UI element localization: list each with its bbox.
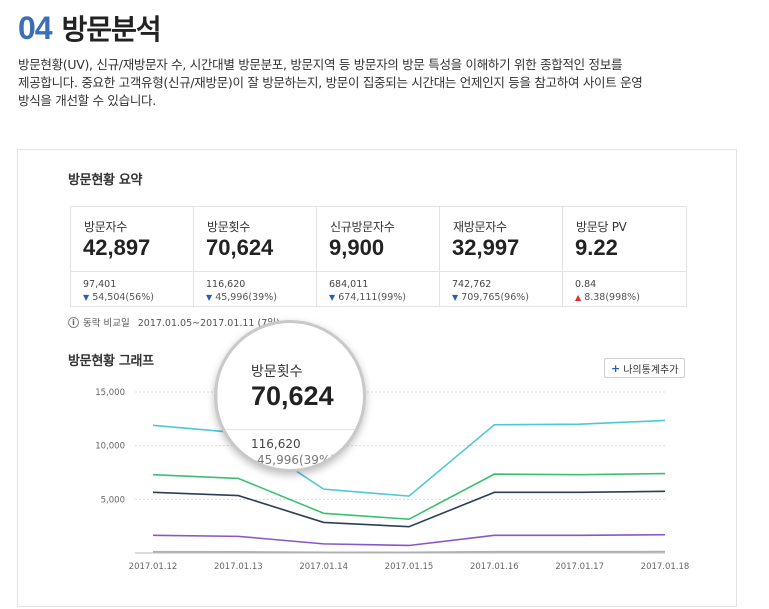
magnifier-change: 45,996(39%) [257, 453, 336, 467]
y-tick-label: 15,000 [95, 388, 125, 398]
summary-card-visits: 방문횟수 70,624 116,620 ▼ 45,996(39%) [194, 207, 317, 306]
visit-line-chart: 15,000 10,000 5,000 2017.01.12 2017.01.13 201… [95, 388, 690, 572]
card-label: 방문횟수 [207, 220, 250, 234]
card-value: 42,897 [83, 235, 151, 260]
arrow-down-icon: ▼ [452, 293, 459, 302]
info-icon: i [68, 316, 79, 328]
comparison-note: i 동락 비교일 2017.01.05~2017.01.11 (7일) [68, 315, 280, 329]
card-change: ▼ 45,996(39%) [206, 292, 277, 303]
card-value: 32,997 [452, 235, 520, 260]
card-prev-value: 97,401 [83, 279, 117, 290]
card-label: 신규방문자수 [330, 220, 395, 234]
card-divider [71, 271, 193, 272]
x-tick-label: 2017.01.14 [299, 562, 348, 572]
x-tick-label: 2017.01.16 [470, 562, 519, 572]
plus-icon: + [611, 361, 621, 375]
summary-title: 방문현황 요약 [68, 173, 143, 188]
card-label: 재방문자수 [453, 220, 507, 234]
card-divider [317, 271, 439, 272]
description-line: 방문현황(UV), 신규/재방문자 수, 시간대별 방문분포, 방문지역 등 방… [18, 57, 623, 72]
series-line-4 [152, 533, 666, 547]
card-change: ▼ 54,504(56%) [83, 292, 154, 303]
arrow-down-icon: ▼ [329, 293, 336, 302]
summary-table: 방문자수 42,897 97,401 ▼ 54,504(56%) 방문횟수 70… [70, 206, 687, 307]
magnifier-zoom: 방문횟수 70,624 116,620 45,996(39%) [214, 320, 366, 472]
x-tick-label: 2017.01.13 [214, 562, 263, 572]
card-value: 9,900 [329, 235, 385, 260]
series-line-5 [152, 550, 666, 554]
description-line: 방식을 개선할 수 있습니다. [18, 93, 156, 108]
card-value: 9.22 [575, 235, 618, 260]
page-description: 방문현황(UV), 신규/재방문자 수, 시간대별 방문분포, 방문지역 등 방… [18, 56, 733, 110]
card-change: ▲ 8.38(998%) [575, 292, 640, 303]
arrow-up-icon: ▲ [575, 293, 582, 302]
x-tick-label: 2017.01.17 [555, 562, 604, 572]
summary-card-pv-per-visit: 방문당 PV 9.22 0.84 ▲ 8.38(998%) [563, 207, 686, 306]
card-prev-value: 742,762 [452, 279, 492, 290]
summary-card-new-visitors: 신규방문자수 9,900 684,011 ▼ 674,111(99%) [317, 207, 440, 306]
magnifier-value: 70,624 [251, 381, 334, 411]
page-title: 방문분석 [61, 13, 162, 46]
page-header: 04 방문분석 [18, 8, 162, 48]
card-prev-value: 684,011 [329, 279, 369, 290]
card-label: 방문자수 [84, 220, 127, 234]
graph-title: 방문현황 그래프 [68, 354, 154, 369]
card-prev-value: 116,620 [206, 279, 246, 290]
card-change: ▼ 674,111(99%) [329, 292, 407, 303]
add-my-stats-button[interactable]: + 나의통계추가 [604, 358, 686, 378]
x-tick-label: 2017.01.18 [641, 562, 690, 572]
description-line: 제공합니다. 중요한 고객유형(신규/재방문)이 잘 방문하는지, 방문이 집중… [18, 75, 643, 90]
section-number: 04 [18, 10, 53, 46]
magnifier-label: 방문횟수 [251, 364, 303, 380]
magnifier-prev-value: 116,620 [251, 437, 301, 451]
x-tick-label: 2017.01.12 [129, 562, 178, 572]
card-divider [194, 271, 316, 272]
x-tick-label: 2017.01.15 [385, 562, 434, 572]
card-divider [563, 271, 686, 272]
summary-card-return-visitors: 재방문자수 32,997 742,762 ▼ 709,765(96%) [440, 207, 563, 306]
magnifier-divider [217, 429, 363, 430]
series-line-2 [152, 472, 666, 521]
arrow-down-icon: ▼ [83, 293, 90, 302]
comparison-label: 동락 비교일 [83, 318, 130, 329]
card-value: 70,624 [206, 235, 274, 260]
visit-analysis-panel: 방문현황 요약 방문자수 42,897 97,401 ▼ 54,504(56%)… [17, 149, 737, 607]
magnifier-cell-border [217, 323, 218, 469]
comparison-range: 2017.01.05~2017.01.11 (7일) [137, 318, 280, 329]
series-line-3 [152, 490, 666, 528]
card-label: 방문당 PV [576, 220, 627, 234]
card-change: ▼ 709,765(96%) [452, 292, 530, 303]
summary-card-visitors: 방문자수 42,897 97,401 ▼ 54,504(56%) [71, 207, 194, 306]
card-prev-value: 0.84 [575, 279, 597, 290]
card-divider [440, 271, 562, 272]
arrow-down-icon: ▼ [206, 293, 213, 302]
y-tick-label: 5,000 [101, 495, 125, 505]
y-tick-label: 10,000 [95, 442, 125, 452]
add-my-stats-label: 나의통계추가 [623, 364, 679, 376]
